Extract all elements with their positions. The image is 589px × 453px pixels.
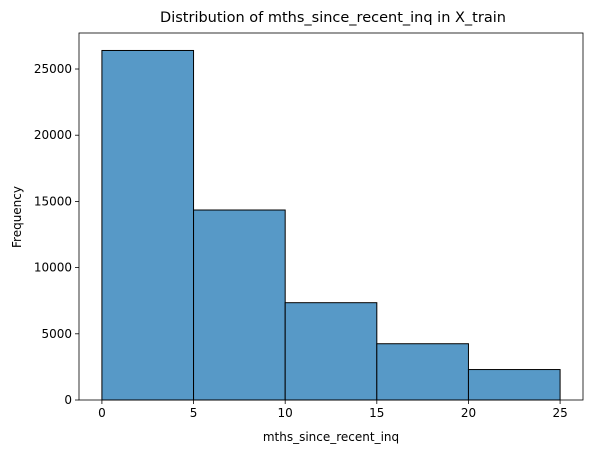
x-tick-label: 0 [98, 406, 106, 420]
bars-group [101, 49, 561, 401]
y-tick-label: 0 [64, 393, 72, 407]
y-axis-label: Frequency [10, 186, 24, 248]
x-tick-label: 10 [278, 406, 293, 420]
y-tick-label: 25000 [34, 62, 72, 76]
plot-frame [78, 32, 584, 401]
histogram-bar-3 [284, 302, 378, 401]
y-ticks-group: 0 5000 10000 15000 20000 25000 [34, 62, 79, 407]
x-ticks-group: 0 5 10 15 20 25 [98, 400, 568, 420]
y-tick-label: 5000 [41, 327, 72, 341]
y-tick-label: 15000 [34, 194, 72, 208]
x-axis-label: mths_since_recent_inq [263, 430, 399, 444]
histogram-bar-4 [376, 343, 469, 401]
chart-title: Distribution of mths_since_recent_inq in… [160, 10, 506, 26]
x-tick-label: 15 [369, 406, 384, 420]
histogram-bar-5 [467, 369, 561, 401]
x-tick-label: 5 [190, 406, 198, 420]
y-tick-label: 10000 [34, 261, 72, 275]
x-tick-label: 25 [552, 406, 567, 420]
y-tick-label: 20000 [34, 128, 72, 142]
x-tick-label: 20 [461, 406, 476, 420]
histogram-bar-1 [101, 49, 195, 401]
histogram-bar-2 [193, 209, 286, 401]
